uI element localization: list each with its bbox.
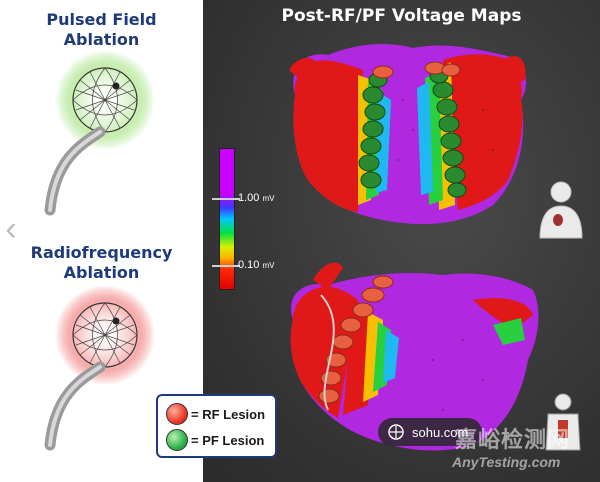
body-icon [545, 393, 581, 451]
scale-tick-high [212, 198, 240, 200]
sohu-badge[interactable]: sohu.com [378, 418, 482, 446]
rf-lesion-dot-icon [166, 403, 188, 425]
legend-rf-row: = RF Lesion [166, 403, 265, 425]
watermark-en: AnyTesting.com [452, 454, 561, 470]
pf-lesion-dot-icon [166, 429, 188, 451]
bottom-voltage-map [290, 262, 539, 451]
sohu-logo-icon [388, 424, 404, 440]
lesion-legend: = RF Lesion = PF Lesion [156, 394, 277, 458]
sohu-label: sohu.com [412, 424, 469, 440]
scale-label-low: 0.10 mV [238, 259, 275, 271]
rf-catheter-image [44, 285, 155, 451]
scale-label-high: 1.00 mV [238, 192, 275, 204]
voltage-maps-image [289, 44, 539, 451]
prev-arrow-icon[interactable]: ‹ [5, 210, 17, 248]
pf-catheter-image [44, 50, 155, 216]
scale-tick-low [212, 265, 240, 267]
watermark-cn: 嘉峪检测网 [455, 427, 571, 452]
rf-ablation-title: Radiofrequency Ablation [30, 243, 173, 282]
top-voltage-map [289, 44, 527, 225]
torso-icon [539, 181, 583, 239]
legend-pf-label: = PF Lesion [191, 432, 265, 448]
legend-rf-label: = RF Lesion [191, 406, 266, 422]
voltage-maps-title: Post-RF/PF Voltage Maps [281, 6, 522, 26]
voltage-color-scale [219, 148, 235, 290]
pf-ablation-title: Pulsed Field Ablation [46, 10, 157, 49]
legend-pf-row: = PF Lesion [166, 429, 264, 451]
